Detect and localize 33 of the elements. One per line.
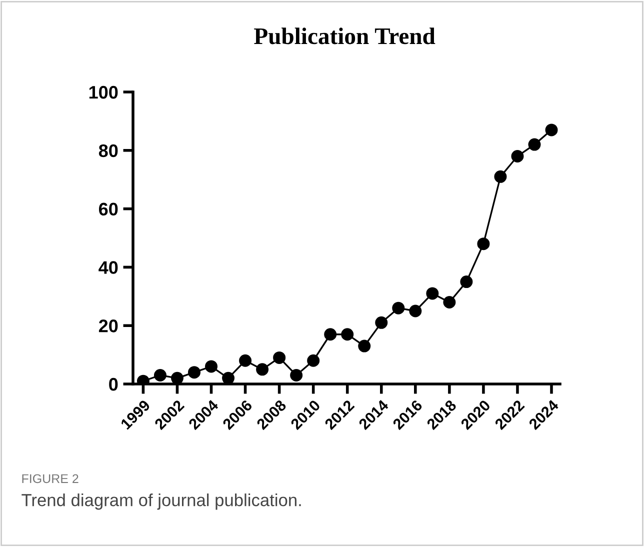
point xyxy=(460,276,473,288)
y-tick-label: 0 xyxy=(109,378,118,391)
point xyxy=(256,363,269,376)
point xyxy=(477,238,490,250)
point xyxy=(494,170,507,183)
point xyxy=(205,360,218,373)
point xyxy=(528,138,541,151)
point xyxy=(222,372,235,384)
y-tick-label: 20 xyxy=(98,320,118,332)
point xyxy=(188,366,200,379)
point xyxy=(375,316,388,329)
point xyxy=(324,328,337,341)
point xyxy=(545,124,558,136)
point xyxy=(170,372,184,384)
point xyxy=(239,354,252,367)
point xyxy=(392,302,405,314)
text: Trend diagram of journal publication. xyxy=(22,494,301,510)
point xyxy=(154,368,166,382)
point xyxy=(426,287,439,300)
point xyxy=(307,354,320,367)
point xyxy=(511,150,524,162)
point xyxy=(341,328,354,341)
y-tick-label: 80 xyxy=(98,144,118,158)
y-tick-label: 60 xyxy=(98,202,118,216)
point xyxy=(443,296,456,308)
y-tick-label: 100 xyxy=(89,86,118,99)
chart-title: Publication Trend xyxy=(254,28,436,44)
caption: FIGURE 2 xyxy=(22,474,78,484)
point xyxy=(409,304,422,318)
point xyxy=(273,351,286,364)
y-tick-label: 40 xyxy=(98,261,118,274)
point xyxy=(358,340,371,352)
point xyxy=(290,368,303,382)
